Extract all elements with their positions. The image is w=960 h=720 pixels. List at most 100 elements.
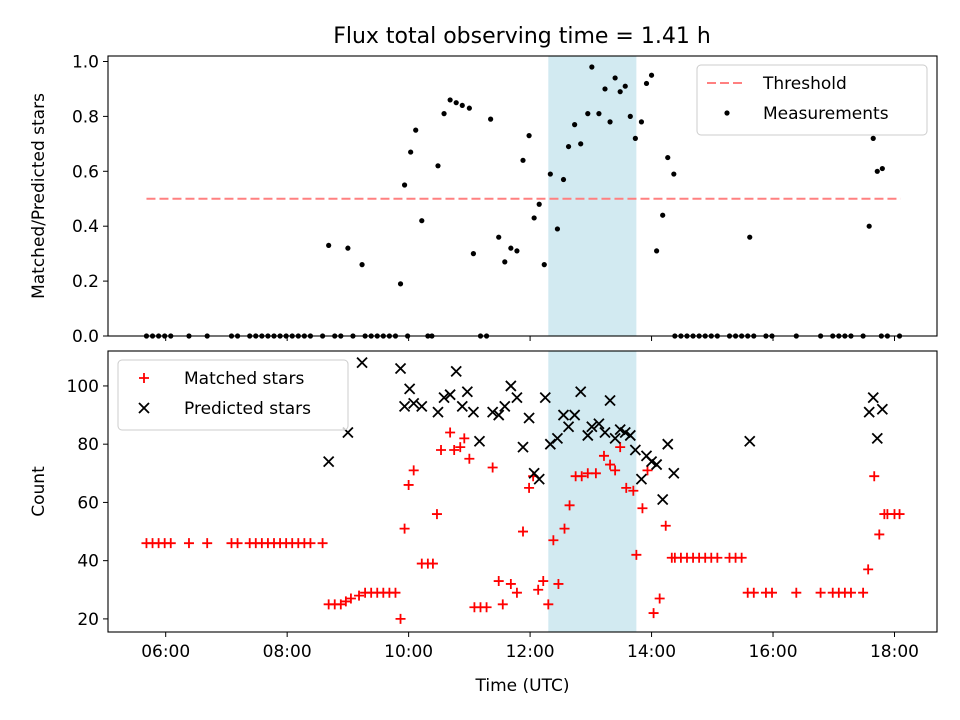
panel2-matched-stars-point: [648, 608, 659, 619]
panel2-matched-stars-point: [340, 596, 351, 607]
panel2-matched-stars-point: [615, 442, 626, 453]
panel1-measurements-point: [470, 251, 477, 257]
panel1-measurements-point: [496, 234, 502, 240]
panel2-matched-stars-point: [202, 538, 213, 549]
panel2-matched-stars-point: [869, 471, 880, 482]
panel1-measurements-point: [622, 83, 628, 89]
panel2-predicted-stars-point: [499, 400, 511, 412]
panel2-matched-stars-point: [642, 465, 653, 476]
panel2-matched-stars-point: [399, 523, 410, 534]
panel2-y-axis-label: Count: [29, 466, 49, 517]
panel2-predicted-stars-point: [394, 362, 407, 375]
panel1-measurements-point: [585, 111, 591, 117]
panel2-predicted-stars-point: [876, 403, 888, 415]
panel2-predicted-stars-point: [487, 406, 499, 418]
panel2-matched-stars-point: [564, 500, 575, 511]
panel2-predicted-stars-point: [461, 386, 473, 398]
panel2-predicted-stars-point: [662, 438, 674, 450]
panel2-x-tick-label: 14:00: [627, 642, 676, 662]
panel2-y-tick-label: 40: [77, 552, 99, 572]
panel2-predicted-stars-point: [586, 421, 598, 433]
panel2-matched-stars-point: [767, 587, 778, 598]
panel2-frame: [107, 350, 938, 633]
panel2-predicted-stars-point: [533, 473, 545, 485]
panel1-legend: Threshold Measurements: [696, 64, 928, 136]
figure-title: Flux total observing time = 1.41 h: [333, 24, 711, 49]
panel2-matched-stars-point: [518, 526, 529, 537]
panel1-measurements-point: [345, 245, 351, 251]
panel1-measurements-point: [466, 105, 472, 111]
panel1-y-tick-label: 0.2: [72, 272, 99, 292]
panel2-matched-stars-point: [511, 587, 522, 598]
panel1-y-tick-label: 0.8: [72, 107, 99, 127]
panel2-predicted-stars-point: [867, 391, 879, 404]
panel1-measurements-point: [874, 168, 880, 174]
panel2-predicted-stars-point: [593, 418, 605, 430]
panel2-matched-stars-point: [445, 427, 456, 438]
panel2-matched-stars-point: [791, 587, 802, 598]
panel1-measurements-point: [578, 141, 584, 147]
panel1-frame: [107, 55, 938, 337]
panel1-measurements-point: [401, 182, 408, 188]
panel1-measurements-point: [617, 89, 623, 95]
panel2-matched-stars-point: [493, 576, 504, 587]
panel2-predicted-stars-point: [744, 435, 756, 447]
panel1-measurements-point: [488, 116, 494, 122]
panel1-measurements-point: [531, 215, 537, 221]
panel2-matched-stars-point: [628, 485, 639, 496]
panel2-matched-stars-point: [354, 590, 365, 601]
panel2-predicted-stars-point: [657, 493, 669, 506]
panel2-predicted-stars-point: [398, 400, 411, 412]
panel1-measurements-point: [413, 127, 419, 133]
panel2-matched-stars-point: [464, 453, 475, 464]
panel2-predicted-stars-point: [604, 394, 616, 407]
panel2-matched-stars-point: [449, 445, 460, 456]
panel2-y-tick-label: 80: [77, 435, 99, 455]
panel2-predicted-stars-point: [635, 473, 648, 485]
panel1-measurements-point: [397, 281, 404, 287]
panel1-measurements-point: [671, 171, 677, 177]
panel2-matched-stars-point: [576, 471, 587, 482]
panel2-x-tick-label: 18:00: [870, 642, 919, 662]
panel1-measurements-point: [632, 135, 638, 141]
panel2-x-tick-label: 08:00: [263, 642, 312, 662]
panel2-matched-stars-point: [403, 479, 414, 490]
panel2-legend-box: [117, 359, 349, 431]
panel1-y-tick-label: 0.6: [72, 162, 99, 182]
panel1-measurements-point: [547, 171, 553, 177]
panel2-matched-stars-point: [858, 587, 869, 598]
panel1-measurements-point: [453, 100, 459, 106]
panel2-matched-stars-point: [845, 587, 856, 598]
panel2-predicted-stars-point: [473, 435, 486, 447]
panel2-predicted-stars-point: [562, 421, 575, 433]
panel2-predicted-stars-point: [863, 406, 875, 418]
panel1-y-axis-label: Matched/Predicted stars: [29, 93, 49, 299]
panel2-matched-stars-point: [317, 538, 328, 549]
panel2-matched-stars-point: [455, 442, 466, 453]
panel2-predicted-stars-point: [575, 386, 587, 398]
panel2-matched-stars-point: [481, 602, 492, 613]
panel1-y-tick-label: 0.0: [72, 327, 99, 347]
panel2-predicted-stars-point: [624, 429, 636, 442]
panel2-matched-stars-point: [524, 482, 535, 493]
panel2-matched-stars-point: [390, 587, 401, 598]
panel2-predicted-stars-point: [456, 400, 468, 412]
panel2-matched-stars-point: [654, 593, 665, 604]
panel2-matched-stars-point: [487, 462, 498, 473]
panel1-measurements-point: [627, 113, 633, 119]
panel2-matched-stars-point: [621, 482, 632, 493]
panel1-measurements-point: [447, 97, 453, 103]
panel2-predicted-stars-point: [511, 391, 523, 404]
panel1-measurements-point: [747, 234, 753, 240]
panel2-predicted-stars-point: [629, 444, 641, 456]
panel2-x-axis-label: Time (UTC): [475, 676, 570, 696]
panel1-highlight-span: [548, 56, 637, 336]
panel1-measurements-point: [526, 133, 532, 139]
panel1-measurements-point: [541, 262, 547, 268]
panel1-measurements-point: [514, 248, 520, 254]
panel2-matched-stars-point: [598, 450, 609, 461]
panel2-matched-stars-point: [183, 538, 194, 549]
panel1-measurements-point: [612, 75, 618, 81]
panel1-measurements-point: [560, 176, 567, 183]
